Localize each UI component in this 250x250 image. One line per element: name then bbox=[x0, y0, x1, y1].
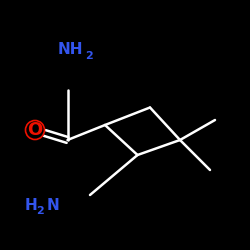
Text: 2: 2 bbox=[85, 51, 93, 61]
Text: O: O bbox=[28, 121, 42, 139]
Text: N: N bbox=[46, 198, 59, 212]
Text: H: H bbox=[25, 198, 38, 212]
Circle shape bbox=[26, 120, 44, 140]
Text: NH: NH bbox=[57, 42, 83, 58]
Text: 2: 2 bbox=[36, 206, 44, 216]
